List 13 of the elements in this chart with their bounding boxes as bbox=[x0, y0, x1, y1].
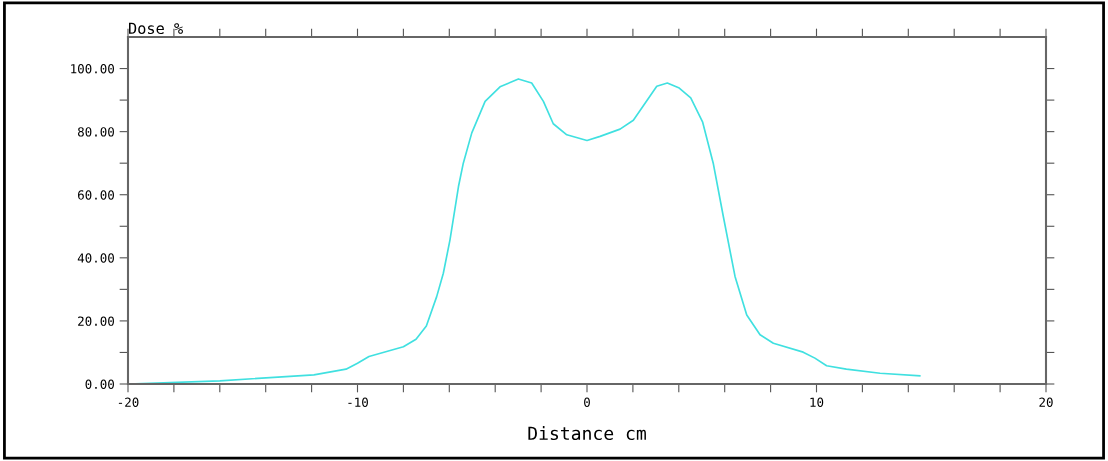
x-tick-label: -10 bbox=[348, 397, 368, 407]
x-tick-label: -20 bbox=[118, 397, 139, 407]
y-tick-label: 100.00 bbox=[71, 64, 114, 74]
x-tick-label: 20 bbox=[1039, 397, 1053, 407]
x-tick-label: 10 bbox=[810, 397, 824, 407]
y-tick-label: 0.00 bbox=[85, 379, 114, 389]
y-tick-label: 80.00 bbox=[77, 127, 114, 137]
x-axis-title: Distance cm bbox=[528, 426, 646, 441]
x-tick-label: 0 bbox=[584, 397, 590, 407]
y-axis-title: Dose % bbox=[129, 22, 183, 35]
y-tick-label: 20.00 bbox=[78, 316, 114, 326]
y-tick-label: 60.00 bbox=[77, 190, 114, 200]
y-tick-label: 40.00 bbox=[77, 253, 114, 263]
